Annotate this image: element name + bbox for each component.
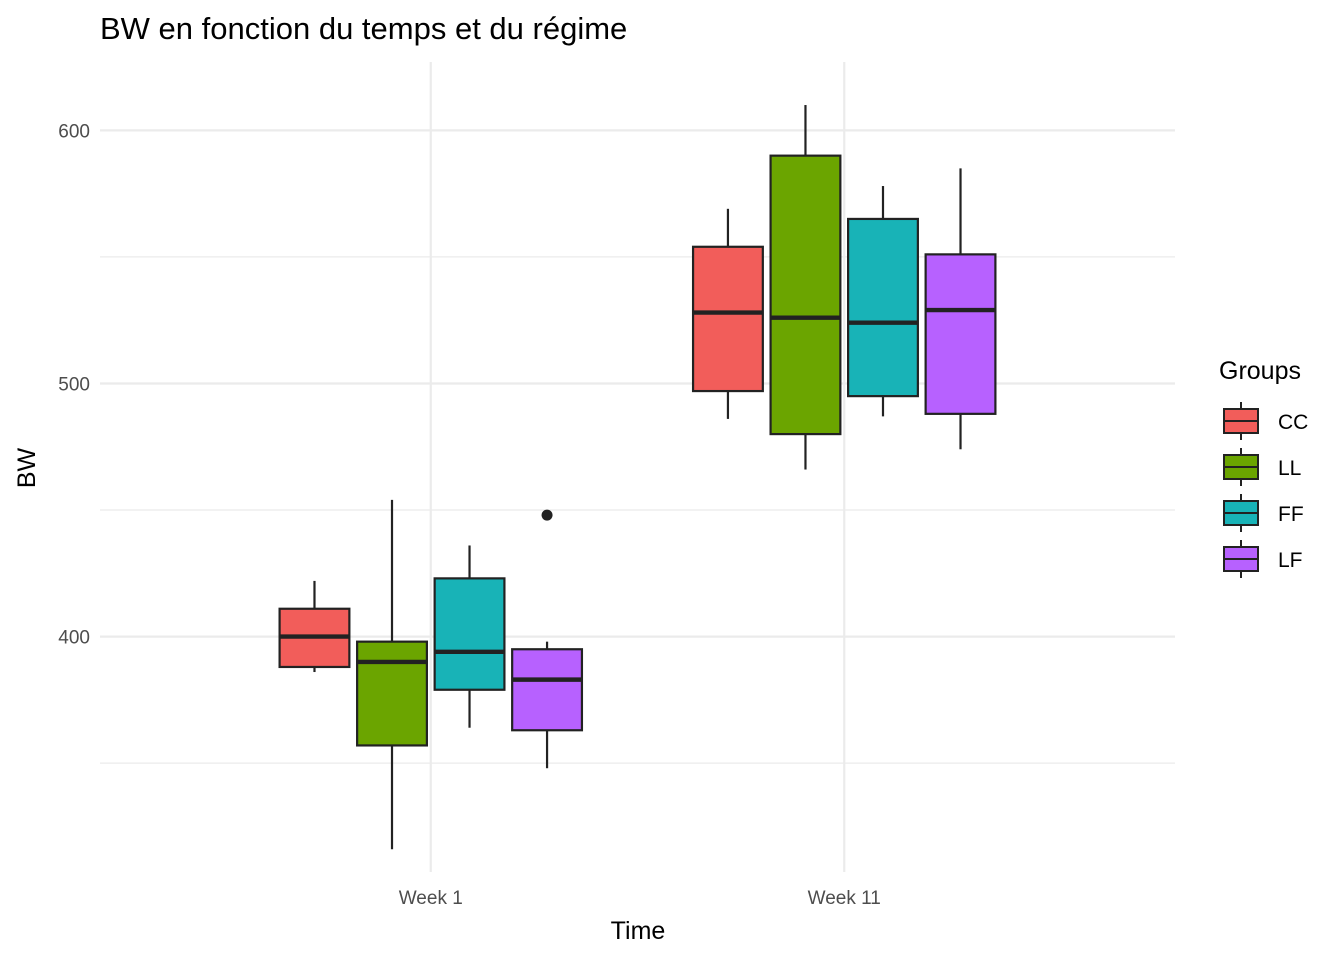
y-tick-label: 400 (58, 628, 90, 649)
legend-item-ll: LL (1223, 448, 1301, 486)
box-iqr (847, 217, 919, 398)
box-iqr (511, 648, 584, 732)
legend-item-lf: LF (1223, 540, 1303, 578)
y-axis-ticks: 400 500 600 (58, 121, 90, 648)
plot-area (278, 105, 997, 850)
legend-label: LF (1278, 549, 1303, 572)
box-ll-week-1 (356, 499, 428, 850)
legend-label: LL (1278, 457, 1301, 480)
x-axis-title: Time (611, 917, 666, 945)
box-iqr (769, 154, 842, 436)
x-tick-label: Week 11 (808, 888, 881, 909)
y-tick-label: 500 (58, 374, 90, 395)
legend-label: CC (1278, 411, 1308, 434)
legend-label: FF (1278, 503, 1304, 526)
x-tick-label: Week 1 (399, 888, 463, 909)
legend-item-ff: FF (1223, 494, 1304, 532)
legend: Groups CC LL FF LF (1219, 357, 1308, 578)
box-iqr (691, 245, 764, 393)
box-ff-week-11 (847, 186, 919, 417)
box-ff-week-1 (433, 545, 506, 728)
box-lf-week-1 (511, 509, 584, 769)
chart-title: BW en fonction du temps et du régime (100, 11, 627, 46)
box-cc-week-1 (278, 580, 351, 673)
y-axis-title: BW (13, 447, 41, 488)
box-iqr (433, 577, 506, 691)
box-iqr (356, 640, 428, 747)
box-iqr (924, 253, 997, 415)
box-ll-week-11 (769, 105, 842, 470)
outlier-point (541, 509, 553, 521)
x-axis-ticks: Week 1 Week 11 (399, 888, 881, 909)
y-tick-label: 600 (58, 121, 90, 142)
box-lf-week-11 (924, 168, 997, 450)
grid-lines (100, 62, 1175, 872)
box-cc-week-11 (691, 208, 764, 419)
legend-item-cc: CC (1223, 402, 1308, 440)
legend-title: Groups (1219, 357, 1301, 385)
